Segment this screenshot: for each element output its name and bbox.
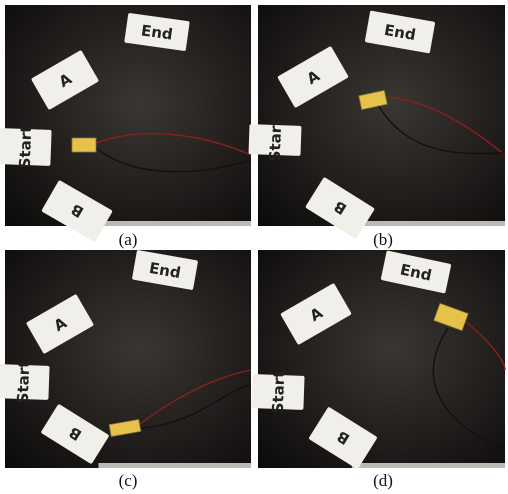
marker-card: Start xyxy=(251,370,304,414)
card-label: Start xyxy=(14,360,33,403)
caption: (a) xyxy=(119,230,138,249)
marker-card: Start xyxy=(0,360,50,404)
ruler xyxy=(352,221,505,226)
marker-card: Start xyxy=(0,125,52,169)
caption: (c) xyxy=(119,471,138,490)
card-label: Start xyxy=(16,125,35,168)
card-label: Start xyxy=(266,118,285,161)
ruler xyxy=(352,463,505,468)
card-label: Start xyxy=(269,370,288,413)
device xyxy=(72,138,96,152)
photo-background xyxy=(5,250,251,468)
ruler xyxy=(98,463,251,468)
figure: EndAStartB(a)EndAStartB(b)EndAStartB(c)E… xyxy=(0,0,508,494)
ruler xyxy=(98,221,251,226)
photo-background xyxy=(258,250,505,468)
caption: (d) xyxy=(373,471,393,490)
caption: (b) xyxy=(373,230,393,249)
